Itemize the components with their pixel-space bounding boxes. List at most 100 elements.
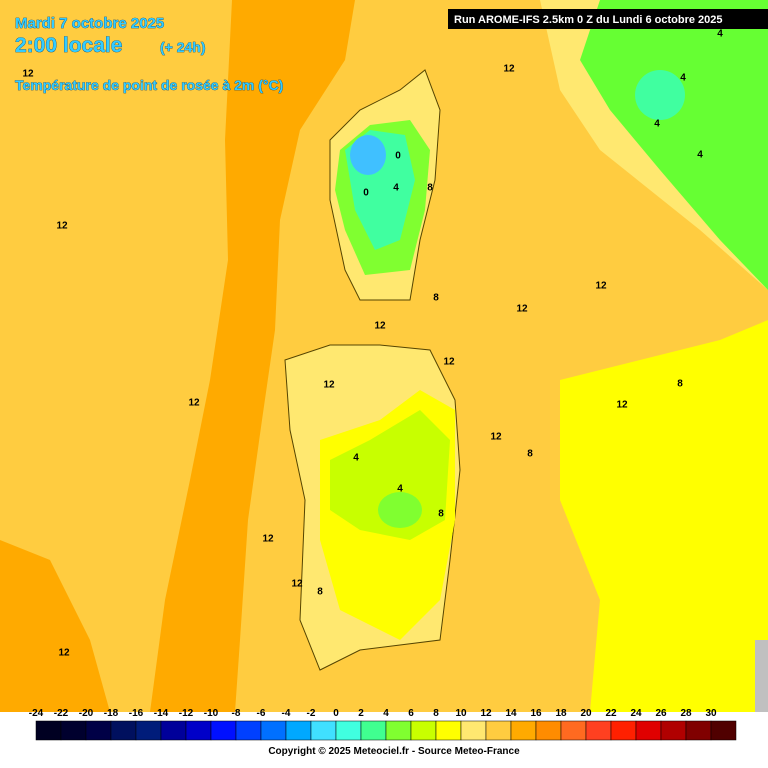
- colorbar-label: 4: [383, 708, 389, 719]
- colorbar-swatch: [435, 720, 462, 741]
- colorbar-swatch: [410, 720, 437, 741]
- colorbar-swatch: [660, 720, 687, 741]
- orange-band: [150, 0, 355, 712]
- contour-label: 4: [397, 484, 403, 495]
- colorbar-label: 18: [555, 708, 567, 719]
- contour-label: 12: [262, 534, 274, 545]
- colorbar-swatch: [685, 720, 712, 741]
- colorbar-swatch: [260, 720, 287, 741]
- contour-label: 12: [323, 380, 335, 391]
- colorbar-swatch: [285, 720, 312, 741]
- colorbar-swatch: [335, 720, 362, 741]
- variable: Température de point de rosée à 2m (°C): [15, 77, 283, 93]
- colorbar-label: 10: [455, 708, 467, 719]
- colorbar-swatch: [60, 720, 87, 741]
- colorbar-swatch: [535, 720, 562, 741]
- colorbar-label: -6: [257, 708, 266, 719]
- contour-label: 4: [393, 183, 399, 194]
- orange-area: [0, 540, 110, 712]
- contour-label: 12: [516, 304, 528, 315]
- colorbar-label: -12: [179, 708, 194, 719]
- green-land: [580, 0, 768, 290]
- colorbar-swatch: [235, 720, 262, 741]
- colorbar-swatch: [185, 720, 212, 741]
- contour-label: 8: [527, 449, 533, 460]
- contour-label: 8: [677, 379, 683, 390]
- colorbar-swatch: [310, 720, 337, 741]
- colorbar-label: 24: [630, 708, 642, 719]
- colorbar-swatch: [585, 720, 612, 741]
- colorbar-label: -14: [154, 708, 169, 719]
- colorbar-label: 30: [705, 708, 717, 719]
- colorbar-swatch: [560, 720, 587, 741]
- colorbar-label: 26: [655, 708, 667, 719]
- colorbar-label: -18: [104, 708, 119, 719]
- colorbar-label: 20: [580, 708, 592, 719]
- contour-label: 0: [363, 188, 369, 199]
- colorbar-swatch: [110, 720, 137, 741]
- colorbar-label: 14: [505, 708, 517, 719]
- colorbar-label: 2: [358, 708, 364, 719]
- contour-label: 12: [490, 432, 502, 443]
- colorbar-label: 8: [433, 708, 439, 719]
- lead: (+ 24h): [160, 39, 206, 55]
- colorbar-label: 16: [530, 708, 542, 719]
- colorbar-swatch: [360, 720, 387, 741]
- colorbar-label: -22: [54, 708, 69, 719]
- colorbar-label: -2: [307, 708, 316, 719]
- contour-label: 12: [595, 281, 607, 292]
- contour-label: 12: [503, 64, 515, 75]
- contour-label: 0: [395, 151, 401, 162]
- colorbar-swatch: [485, 720, 512, 741]
- colorbar-swatch: [710, 720, 737, 741]
- run-info: Run AROME-IFS 2.5km 0 Z du Lundi 6 octob…: [454, 14, 723, 26]
- colorbar-swatch: [635, 720, 662, 741]
- colorbar-label: 12: [480, 708, 492, 719]
- corsica-blue: [350, 135, 386, 175]
- colorbar-swatch: [610, 720, 637, 741]
- contour-label: 4: [697, 150, 703, 161]
- colorbar-swatch: [385, 720, 412, 741]
- contour-label: 4: [717, 29, 723, 40]
- colorbar-label: 6: [408, 708, 414, 719]
- contour-label: 12: [58, 648, 70, 659]
- colorbar-swatch: [460, 720, 487, 741]
- contour-label: 8: [433, 293, 439, 304]
- colorbar-label: 22: [605, 708, 617, 719]
- contour-label: 12: [188, 398, 200, 409]
- colorbar-swatch: [160, 720, 187, 741]
- run-box: [448, 9, 768, 29]
- colorbar-label: -16: [129, 708, 144, 719]
- contour-label: 12: [616, 400, 628, 411]
- colorbar-label: -8: [232, 708, 241, 719]
- contour-label: 8: [427, 183, 433, 194]
- copyright: Copyright © 2025 Meteociel.fr - Source M…: [268, 746, 520, 757]
- sardinia-patch: [378, 492, 422, 528]
- contour-label: 12: [291, 579, 303, 590]
- colorbar-label: -10: [204, 708, 219, 719]
- no-data: [755, 640, 768, 712]
- yellow-land: [560, 320, 768, 712]
- green-patch: [635, 70, 685, 120]
- colorbar-label: -24: [29, 708, 44, 719]
- colorbar-swatch: [35, 720, 62, 741]
- colorbar-swatch: [135, 720, 162, 741]
- time: 2:00 locale: [15, 34, 122, 57]
- contour-label: 4: [353, 453, 359, 464]
- colorbar-label: 28: [680, 708, 692, 719]
- contour-label: 12: [56, 221, 68, 232]
- contour-label: 12: [374, 321, 386, 332]
- colorbar-swatch: [210, 720, 237, 741]
- contour-label: 8: [317, 587, 323, 598]
- colorbar-label: -4: [282, 708, 291, 719]
- contour-label: 4: [654, 119, 660, 130]
- colorbar-label: -20: [79, 708, 94, 719]
- contour-label: 12: [22, 69, 34, 80]
- contour-label: 12: [443, 357, 455, 368]
- colorbar-swatch: [85, 720, 112, 741]
- contour-label: 8: [438, 509, 444, 520]
- colorbar-label: 0: [333, 708, 339, 719]
- colorbar-swatch: [510, 720, 537, 741]
- date: Mardi 7 octobre 2025: [15, 15, 164, 32]
